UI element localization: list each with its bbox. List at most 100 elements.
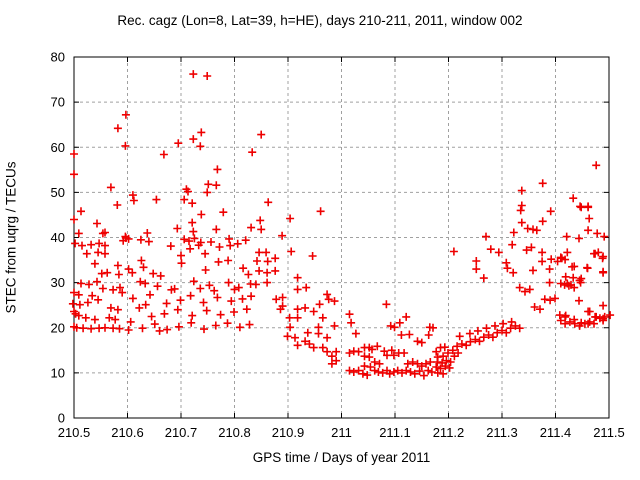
data-point (509, 268, 518, 277)
data-point (156, 271, 165, 280)
data-point (188, 218, 197, 227)
data-point (234, 283, 243, 292)
data-point (244, 270, 253, 279)
data-point (370, 366, 379, 375)
data-point (383, 351, 391, 360)
data-point (448, 346, 457, 355)
data-point (575, 296, 583, 305)
data-point (387, 346, 396, 355)
data-point (115, 324, 124, 333)
data-point (440, 343, 449, 352)
data-point (196, 284, 205, 293)
data-point (121, 110, 130, 119)
data-point (324, 295, 333, 304)
data-point (103, 268, 112, 277)
data-point (390, 323, 399, 332)
data-point (475, 337, 484, 346)
data-point (309, 307, 318, 316)
data-point (472, 257, 481, 265)
data-point (180, 195, 189, 204)
data-point (330, 297, 339, 306)
data-point (75, 300, 84, 309)
data-point (309, 343, 318, 352)
x-tick-label: 211.4 (540, 425, 572, 440)
data-point (126, 317, 135, 326)
data-point (95, 239, 104, 248)
data-point (219, 208, 228, 217)
data-point (576, 202, 585, 211)
data-point (584, 203, 593, 212)
chart-title: Rec. cagz (Lon=8, Lat=39, h=HE), days 21… (117, 13, 523, 28)
data-point (538, 248, 547, 257)
data-point (128, 268, 137, 277)
data-point (368, 345, 376, 354)
data-point (517, 201, 526, 210)
data-point (351, 329, 360, 338)
data-point (332, 356, 341, 365)
data-point (226, 241, 235, 250)
data-point (283, 332, 292, 341)
data-point (426, 358, 435, 366)
data-point (551, 294, 559, 303)
data-point (433, 358, 442, 366)
data-point (257, 130, 266, 139)
data-point (81, 313, 90, 322)
data-point (113, 261, 122, 270)
data-point (230, 285, 239, 294)
data-point (199, 298, 208, 307)
y-tick-label: 0 (58, 411, 65, 426)
data-point (116, 283, 124, 292)
data-point (570, 283, 579, 292)
data-point (241, 236, 250, 245)
data-point (293, 305, 302, 314)
data-point (184, 187, 192, 196)
data-point (276, 305, 285, 314)
data-point (374, 368, 383, 376)
data-point (449, 247, 458, 256)
data-point (189, 227, 198, 236)
data-point (225, 234, 234, 243)
data-point (190, 234, 199, 243)
data-point (360, 352, 369, 361)
data-point (345, 366, 354, 375)
data-point (410, 369, 419, 378)
data-point (499, 319, 508, 328)
data-point (77, 279, 85, 288)
data-point (575, 276, 584, 285)
data-point (305, 340, 314, 348)
data-point (556, 316, 565, 325)
data-point (402, 312, 411, 321)
data-point (188, 199, 197, 208)
data-point (446, 358, 455, 366)
data-point (74, 229, 83, 238)
data-point (185, 237, 193, 246)
data-point (530, 303, 539, 311)
data-point (177, 259, 186, 268)
data-point (538, 179, 547, 188)
data-point (498, 326, 506, 335)
data-point (159, 150, 168, 159)
data-point (570, 315, 579, 324)
data-point (323, 333, 332, 342)
data-point (286, 214, 295, 223)
data-point (214, 257, 223, 266)
data-point (382, 300, 391, 309)
y-tick-label: 80 (51, 50, 65, 65)
data-point (585, 214, 594, 223)
data-point (255, 266, 264, 275)
data-point (517, 186, 526, 195)
data-point (349, 368, 358, 376)
x-tick-label: 210.9 (272, 425, 305, 440)
x-tick-label: 210.5 (58, 425, 91, 440)
data-point (162, 299, 171, 308)
data-point (540, 295, 549, 304)
data-point (106, 183, 115, 192)
data-point (70, 170, 78, 179)
data-point (424, 366, 433, 375)
data-point (564, 281, 573, 290)
data-point (465, 329, 474, 338)
data-point (354, 347, 363, 356)
data-point (264, 198, 273, 207)
